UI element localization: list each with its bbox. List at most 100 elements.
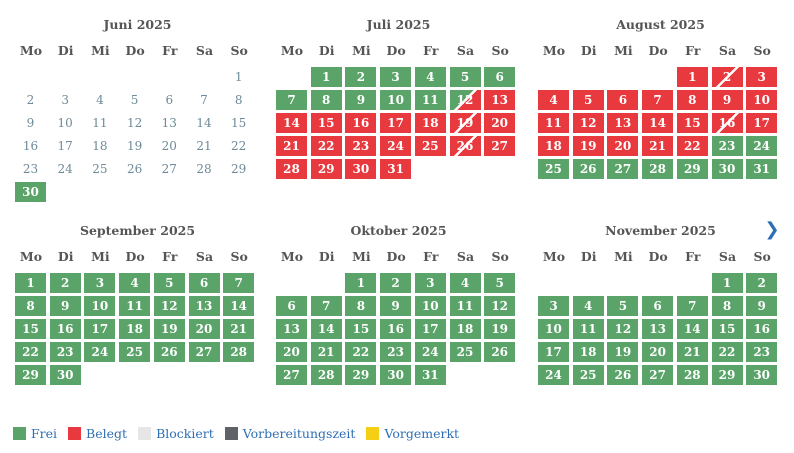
calendar-day[interactable]: 20 xyxy=(276,342,307,362)
calendar-day[interactable]: 10 xyxy=(380,90,412,110)
calendar-day[interactable]: 30 xyxy=(746,365,778,385)
calendar-day[interactable]: 9 xyxy=(711,90,743,110)
calendar-day[interactable]: 30 xyxy=(711,159,743,179)
calendar-day[interactable]: 11 xyxy=(538,113,569,133)
calendar-day[interactable]: 12 xyxy=(484,296,516,316)
calendar-day[interactable]: 14 xyxy=(642,113,674,133)
calendar-day[interactable]: 23 xyxy=(345,136,377,156)
calendar-day[interactable]: 28 xyxy=(223,342,255,362)
calendar-day[interactable]: 7 xyxy=(223,273,255,293)
calendar-day[interactable]: 4 xyxy=(449,273,481,293)
calendar-day[interactable]: 10 xyxy=(538,319,569,339)
calendar-day[interactable]: 11 xyxy=(449,296,481,316)
calendar-day[interactable]: 16 xyxy=(49,319,81,339)
calendar-day[interactable]: 14 xyxy=(676,319,708,339)
calendar-day[interactable]: 30 xyxy=(380,365,412,385)
calendar-day[interactable]: 24 xyxy=(414,342,446,362)
calendar-day[interactable]: 7 xyxy=(276,90,307,110)
calendar-day[interactable]: 3 xyxy=(538,296,569,316)
calendar-day[interactable]: 25 xyxy=(538,159,569,179)
calendar-day[interactable]: 24 xyxy=(746,136,778,156)
calendar-day[interactable]: 7 xyxy=(642,90,674,110)
calendar-day[interactable]: 4 xyxy=(538,90,569,110)
calendar-day[interactable]: 24 xyxy=(84,342,116,362)
calendar-day[interactable]: 24 xyxy=(538,365,569,385)
calendar-day[interactable]: 26 xyxy=(607,365,639,385)
calendar-day[interactable]: 21 xyxy=(223,319,255,339)
calendar-day[interactable]: 29 xyxy=(310,159,342,179)
calendar-day[interactable]: 25 xyxy=(449,342,481,362)
calendar-day[interactable]: 30 xyxy=(345,159,377,179)
calendar-day[interactable]: 8 xyxy=(345,296,377,316)
calendar-day[interactable]: 28 xyxy=(310,365,342,385)
calendar-day[interactable]: 8 xyxy=(676,90,708,110)
calendar-day[interactable]: 29 xyxy=(711,365,743,385)
calendar-day[interactable]: 11 xyxy=(572,319,604,339)
calendar-day[interactable]: 13 xyxy=(484,90,516,110)
calendar-day[interactable]: 3 xyxy=(84,273,116,293)
calendar-day[interactable]: 29 xyxy=(676,159,708,179)
calendar-day[interactable]: 28 xyxy=(276,159,307,179)
calendar-day[interactable]: 15 xyxy=(711,319,743,339)
calendar-day[interactable]: 19 xyxy=(484,319,516,339)
calendar-day[interactable]: 18 xyxy=(538,136,569,156)
calendar-day[interactable]: 27 xyxy=(188,342,220,362)
calendar-day[interactable]: 22 xyxy=(345,342,377,362)
calendar-day[interactable]: 2 xyxy=(345,67,377,87)
calendar-day[interactable]: 13 xyxy=(276,319,307,339)
calendar-day[interactable]: 6 xyxy=(607,90,639,110)
calendar-day[interactable]: 21 xyxy=(642,136,674,156)
calendar-day[interactable]: 31 xyxy=(414,365,446,385)
calendar-day[interactable]: 22 xyxy=(676,136,708,156)
calendar-day[interactable]: 20 xyxy=(642,342,674,362)
calendar-day[interactable]: 7 xyxy=(310,296,342,316)
calendar-day[interactable]: 29 xyxy=(15,365,46,385)
calendar-day[interactable]: 10 xyxy=(84,296,116,316)
calendar-day[interactable]: 20 xyxy=(607,136,639,156)
calendar-day[interactable]: 19 xyxy=(153,319,185,339)
calendar-day[interactable]: 17 xyxy=(414,319,446,339)
calendar-day[interactable]: 26 xyxy=(449,136,481,156)
calendar-day[interactable]: 27 xyxy=(607,159,639,179)
calendar-day[interactable]: 5 xyxy=(484,273,516,293)
calendar-day[interactable]: 1 xyxy=(676,67,708,87)
calendar-day[interactable]: 8 xyxy=(15,296,46,316)
calendar-day[interactable]: 16 xyxy=(746,319,778,339)
calendar-day[interactable]: 11 xyxy=(414,90,446,110)
calendar-day[interactable]: 30 xyxy=(49,365,81,385)
calendar-day[interactable]: 23 xyxy=(380,342,412,362)
calendar-day[interactable]: 1 xyxy=(310,67,342,87)
calendar-day[interactable]: 6 xyxy=(642,296,674,316)
calendar-day[interactable]: 11 xyxy=(119,296,151,316)
calendar-day[interactable]: 17 xyxy=(746,113,778,133)
calendar-day[interactable]: 6 xyxy=(484,67,516,87)
calendar-day[interactable]: 29 xyxy=(345,365,377,385)
calendar-day[interactable]: 19 xyxy=(607,342,639,362)
calendar-day[interactable]: 12 xyxy=(572,113,604,133)
calendar-day[interactable]: 30 xyxy=(15,182,46,202)
calendar-day[interactable]: 12 xyxy=(449,90,481,110)
calendar-day[interactable]: 8 xyxy=(310,90,342,110)
calendar-day[interactable]: 25 xyxy=(572,365,604,385)
calendar-day[interactable]: 15 xyxy=(310,113,342,133)
calendar-day[interactable]: 7 xyxy=(676,296,708,316)
calendar-day[interactable]: 26 xyxy=(153,342,185,362)
calendar-day[interactable]: 2 xyxy=(380,273,412,293)
calendar-day[interactable]: 28 xyxy=(642,159,674,179)
calendar-day[interactable]: 22 xyxy=(711,342,743,362)
calendar-day[interactable]: 4 xyxy=(414,67,446,87)
calendar-day[interactable]: 2 xyxy=(746,273,778,293)
calendar-day[interactable]: 13 xyxy=(188,296,220,316)
calendar-day[interactable]: 21 xyxy=(676,342,708,362)
calendar-day[interactable]: 23 xyxy=(49,342,81,362)
calendar-day[interactable]: 28 xyxy=(676,365,708,385)
calendar-day[interactable]: 15 xyxy=(15,319,46,339)
calendar-day[interactable]: 10 xyxy=(414,296,446,316)
calendar-day[interactable]: 2 xyxy=(711,67,743,87)
calendar-day[interactable]: 20 xyxy=(188,319,220,339)
calendar-day[interactable]: 22 xyxy=(15,342,46,362)
calendar-day[interactable]: 31 xyxy=(380,159,412,179)
calendar-day[interactable]: 16 xyxy=(380,319,412,339)
calendar-day[interactable]: 19 xyxy=(449,113,481,133)
calendar-day[interactable]: 6 xyxy=(188,273,220,293)
